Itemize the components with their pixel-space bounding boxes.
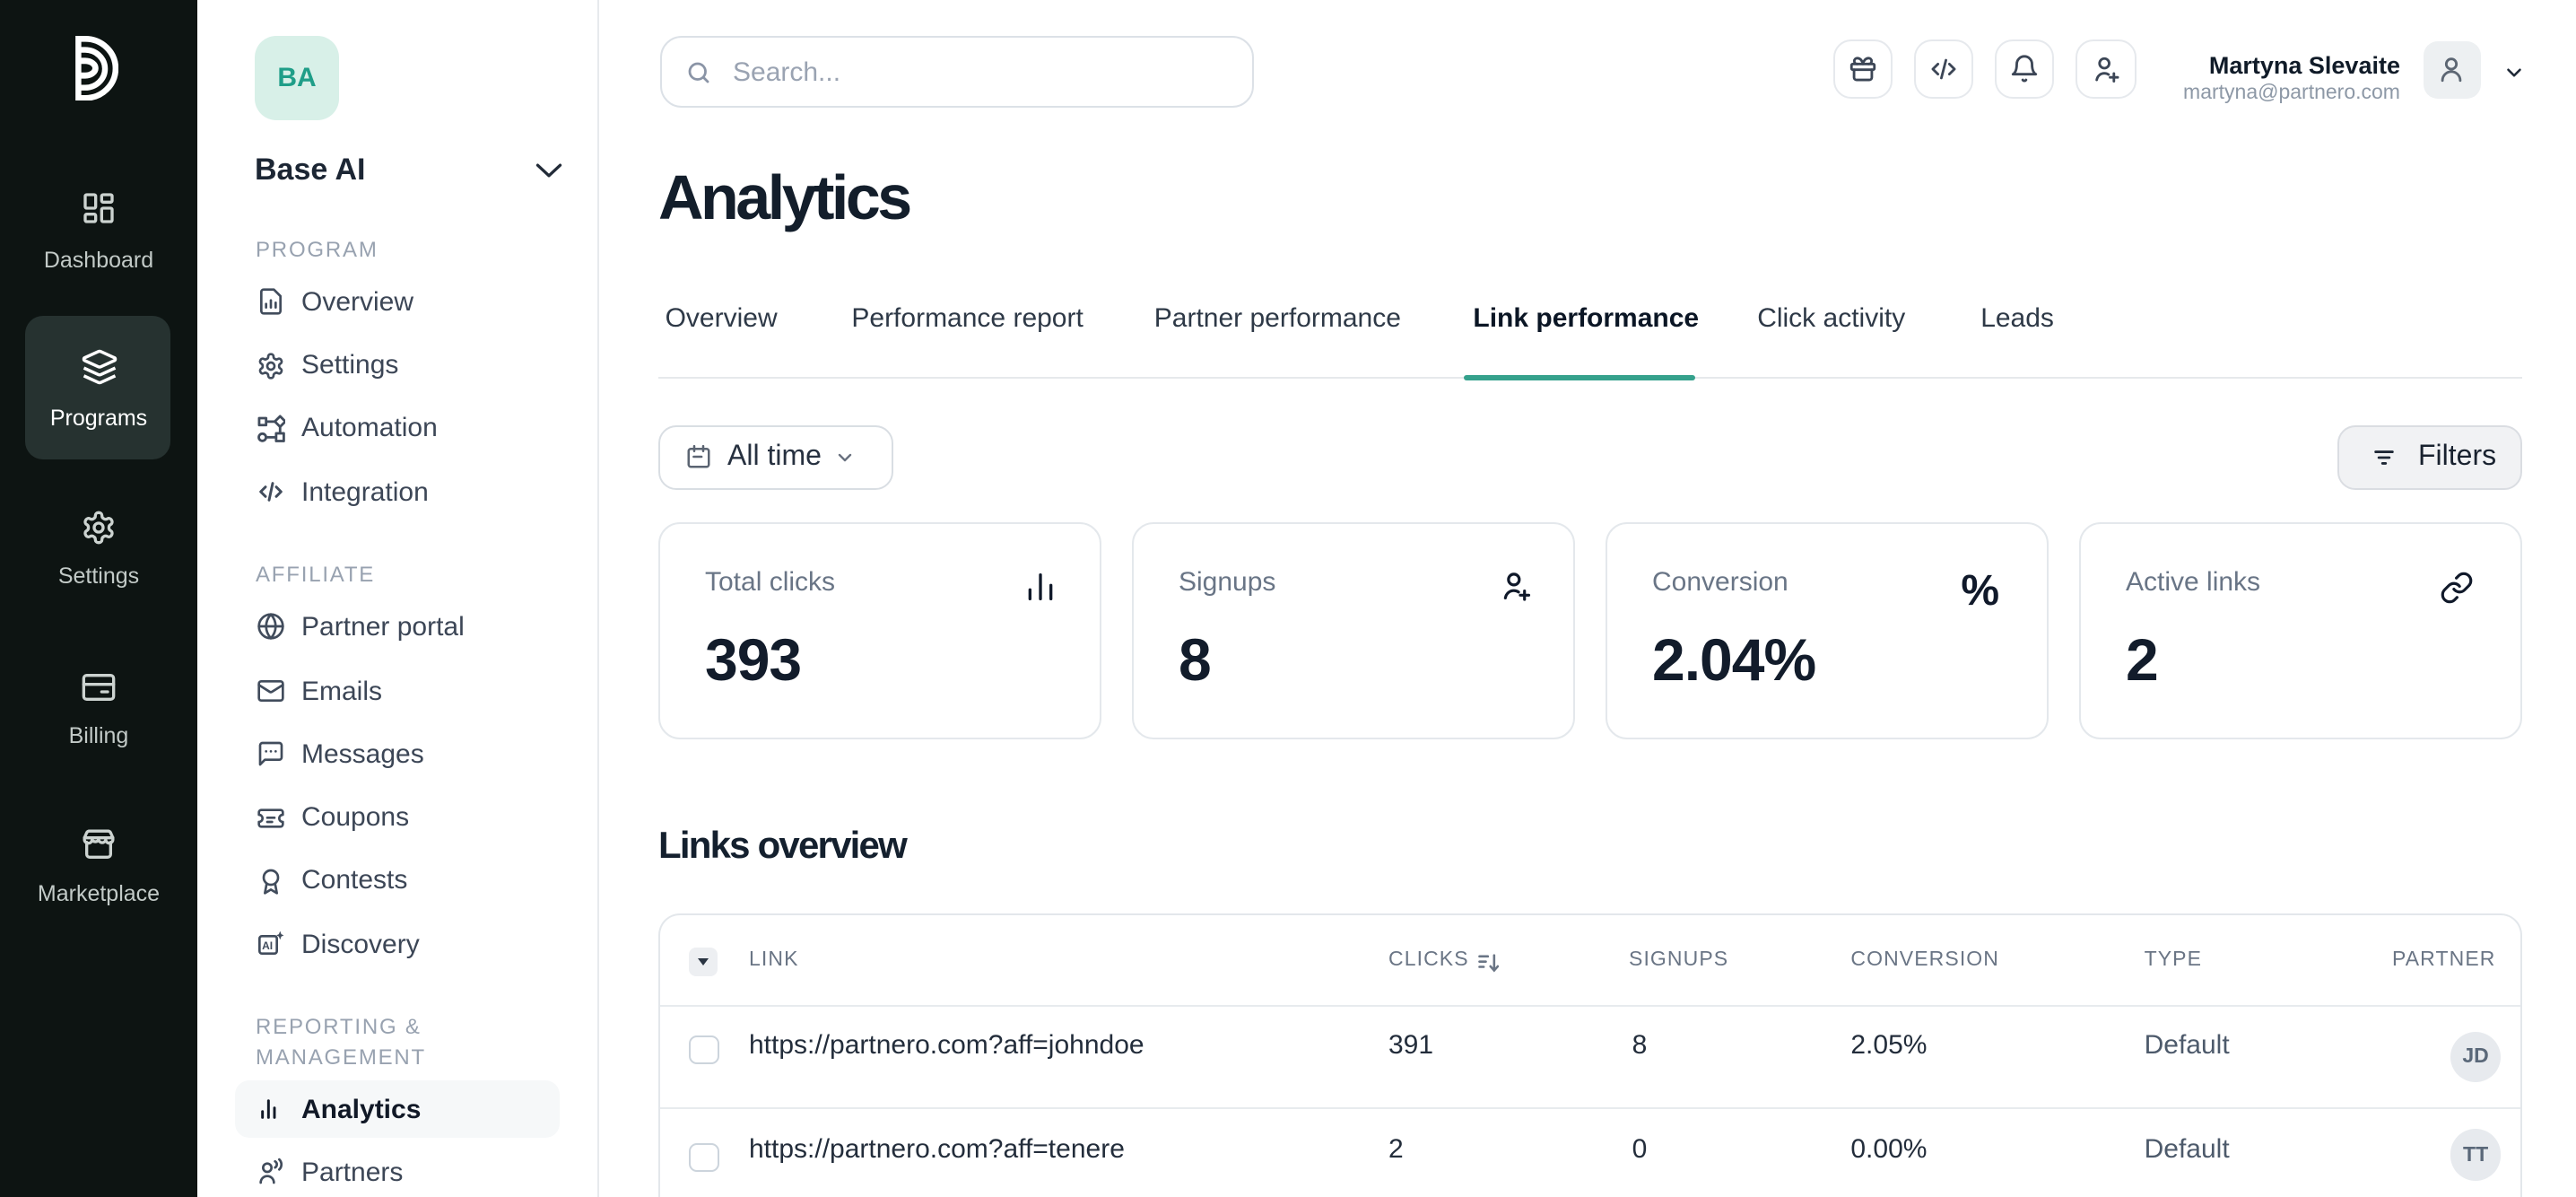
svg-text:AI: AI [262,939,273,952]
